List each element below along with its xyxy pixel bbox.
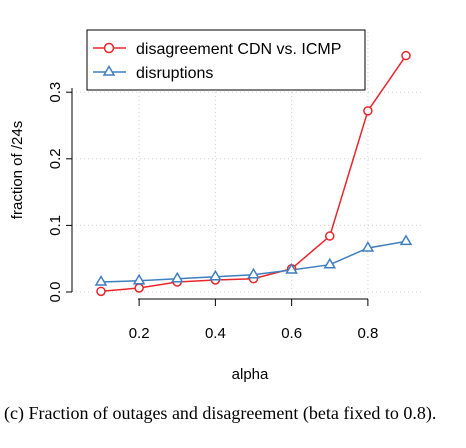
- x-tick-label: 0.8: [357, 325, 378, 342]
- series-group: [94, 50, 413, 297]
- y-tick-label: 0.3: [47, 82, 64, 103]
- y-tick-label: 0.0: [47, 282, 64, 303]
- x-tick-label: 0.2: [129, 325, 150, 342]
- axes: [71, 88, 368, 300]
- data-point-disagreement: [401, 50, 411, 61]
- series-line-disagreement: [100, 55, 407, 293]
- figure-caption: (c) Fraction of outages and disagreement…: [4, 403, 437, 423]
- legend-label-disagreement: disagreement CDN vs. ICMP: [136, 41, 341, 58]
- y-tick-label: 0.2: [47, 148, 64, 169]
- data-point-disruptions: [361, 241, 375, 252]
- data-point-disruptions: [247, 267, 260, 279]
- y-tick-label: 0.1: [47, 215, 64, 236]
- legend-marker-disruptions: [102, 65, 116, 76]
- y-axis-title: fraction of /24s: [9, 121, 26, 219]
- x-tick-label: 0.6: [281, 325, 302, 342]
- data-point-disagreement: [134, 283, 144, 293]
- data-point-disagreement: [363, 106, 373, 116]
- legend: disagreement CDN vs. ICMP disruptions: [86, 29, 366, 91]
- line-chart: 0.2 0.4 0.6 0.8 0.0 0.1 0.2 0.3 alpha fraction…: [9, 29, 424, 383]
- data-point-disagreement: [325, 231, 335, 241]
- data-point-disruptions: [285, 263, 298, 274]
- legend-label-disruptions: disruptions: [136, 65, 213, 82]
- legend-box: [86, 29, 366, 91]
- data-point-disruptions: [94, 275, 108, 286]
- x-tick-label: 0.4: [205, 325, 226, 342]
- data-point-disagreement: [96, 286, 106, 297]
- data-point-disruptions: [132, 273, 146, 285]
- data-point-disruptions: [323, 257, 337, 269]
- data-point-disruptions: [170, 271, 184, 283]
- legend-marker-disagreement: [103, 42, 115, 54]
- y-ticks: 0.0 0.1 0.2 0.3: [47, 82, 72, 303]
- x-ticks: 0.2 0.4 0.6 0.8: [129, 299, 378, 342]
- data-point-disruptions: [399, 234, 413, 246]
- x-axis-title: alpha: [232, 366, 269, 383]
- data-point-disruptions: [209, 269, 222, 281]
